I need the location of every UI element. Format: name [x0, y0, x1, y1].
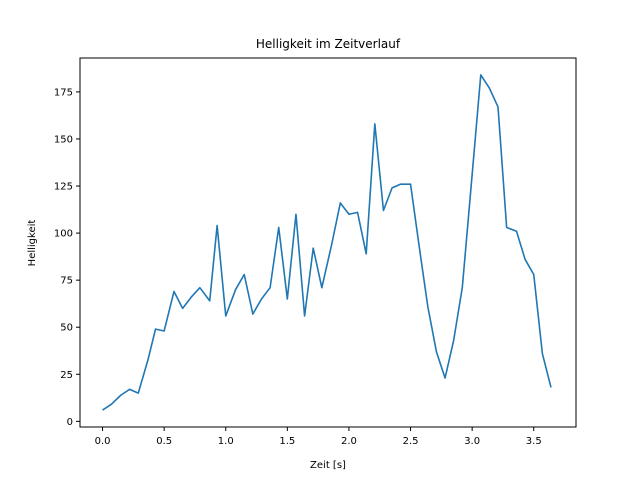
- y-axis: 0 25 50 75 100 125 150 175: [54, 87, 80, 428]
- data-point: [216, 225, 218, 227]
- x-tick-label: 3.5: [526, 436, 542, 447]
- data-point: [209, 300, 211, 302]
- y-tick-label: 175: [54, 87, 73, 98]
- y-tick-label: 150: [54, 134, 73, 145]
- data-point: [489, 87, 491, 89]
- data-point: [524, 259, 526, 261]
- data-point: [383, 210, 385, 212]
- x-tick-label: 2.5: [403, 436, 419, 447]
- data-point: [182, 308, 184, 310]
- data-point: [261, 298, 263, 300]
- data-point: [173, 291, 175, 293]
- series-line: [102, 74, 552, 411]
- data-point: [331, 244, 333, 246]
- data-point: [243, 274, 245, 276]
- data-point: [312, 247, 314, 249]
- data-point: [542, 353, 544, 355]
- data-point: [400, 183, 402, 185]
- data-point: [340, 202, 342, 204]
- plot-area-frame: [79, 57, 577, 428]
- data-point: [252, 313, 254, 315]
- data-point: [321, 287, 323, 289]
- data-point: [427, 306, 429, 308]
- x-tick-label: 0.5: [156, 436, 172, 447]
- data-point: [410, 183, 412, 185]
- x-tick-label: 3.0: [464, 436, 480, 447]
- data-point: [295, 213, 297, 215]
- data-point: [199, 287, 201, 289]
- data-point: [102, 409, 104, 411]
- data-point: [374, 123, 376, 125]
- data-point: [516, 230, 518, 232]
- data-point: [155, 328, 157, 330]
- data-point: [357, 212, 359, 214]
- data-point: [533, 274, 535, 276]
- y-tick-label: 75: [60, 276, 73, 287]
- data-point: [190, 296, 192, 298]
- x-axis-label: Zeit [s]: [310, 460, 346, 471]
- data-point: [453, 340, 455, 342]
- data-point: [436, 351, 438, 353]
- data-point: [444, 377, 446, 379]
- data-point: [391, 187, 393, 189]
- data-point: [365, 253, 367, 255]
- chart-title: Helligkeit im Zeitverlauf: [256, 37, 401, 51]
- data-point: [129, 389, 131, 391]
- data-point: [278, 227, 280, 229]
- y-tick-label: 0: [67, 417, 73, 428]
- data-point: [269, 287, 271, 289]
- data-point: [147, 358, 149, 360]
- y-axis-label: Helligkeit: [27, 220, 38, 267]
- x-tick-label: 2.0: [341, 436, 357, 447]
- data-point: [497, 106, 499, 108]
- data-point: [348, 213, 350, 215]
- data-point: [418, 245, 420, 247]
- data-point: [471, 174, 473, 176]
- data-point: [137, 392, 139, 394]
- data-point: [461, 287, 463, 289]
- data-point: [225, 315, 227, 317]
- data-point: [120, 394, 122, 396]
- x-axis: 0.0 0.5 1.0 1.5 2.0 2.5 3.0 3.5: [95, 427, 542, 447]
- x-tick-label: 0.0: [95, 436, 111, 447]
- data-point: [110, 404, 112, 406]
- data-point: [235, 289, 237, 291]
- data-point: [480, 74, 482, 76]
- y-tick-label: 25: [60, 370, 73, 381]
- data-point: [163, 330, 165, 332]
- y-tick-label: 125: [54, 182, 73, 193]
- x-tick-label: 1.0: [218, 436, 234, 447]
- data-point: [506, 227, 508, 229]
- y-tick-label: 100: [54, 229, 73, 240]
- data-point: [550, 387, 552, 389]
- data-point: [304, 315, 306, 317]
- y-tick-label: 50: [60, 323, 73, 334]
- data-point: [287, 298, 289, 300]
- x-tick-label: 1.5: [279, 436, 295, 447]
